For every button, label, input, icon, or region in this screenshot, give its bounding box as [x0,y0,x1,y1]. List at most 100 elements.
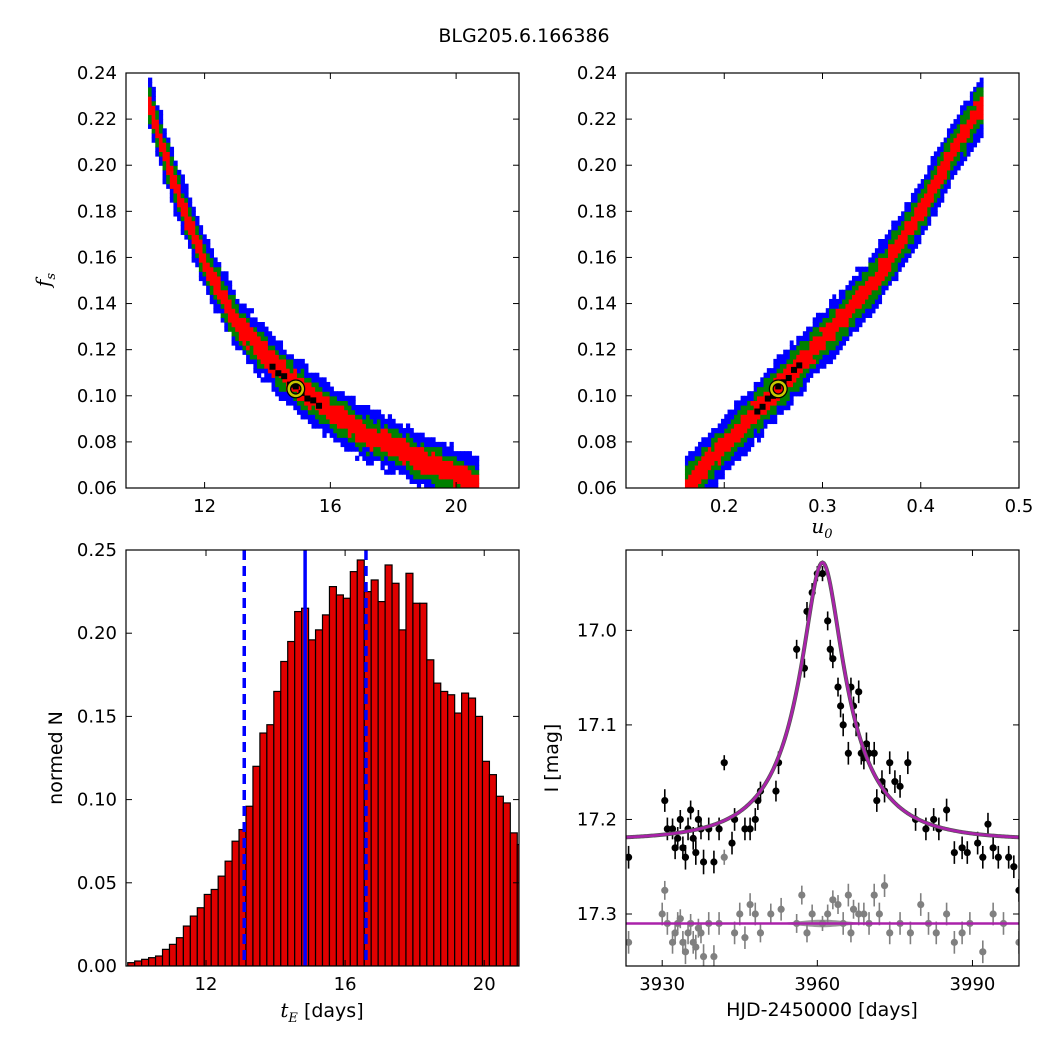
heatmap-cell-blue [979,132,984,139]
heatmap-cell-green [198,262,204,268]
heatmap-cell-green [727,451,732,457]
heatmap-cell-red [191,225,196,231]
heatmap-cell-red [779,386,784,392]
heatmap-cell-green [714,460,719,466]
heatmap-cell-green [202,243,207,249]
heatmap-cell-green [838,335,843,342]
heatmap-cell-green [933,169,938,176]
heatmap-cell-blue [940,197,945,203]
heatmap-cell-blue [698,446,702,452]
heatmap-cell-green [347,437,353,443]
heatmap-cell-red [848,312,853,318]
heatmap-cell-blue [148,123,153,129]
data-point [751,815,759,824]
heatmap-cell-blue [838,340,843,346]
residual-point [692,943,700,951]
heatmap-cell-red [688,478,693,484]
heatmap-cell-green [311,409,316,415]
heatmap-cell-green [884,275,889,282]
residual-point [681,948,690,956]
heatmap-cell-green [894,266,899,272]
heatmap-cell-blue [395,464,400,471]
x-tick-label: 12 [193,496,216,517]
heatmap-cell-red [822,345,827,351]
heatmap-cell-red [734,432,738,438]
heatmap-cell-blue [865,312,869,318]
heatmap-cell-blue [318,377,323,383]
heatmap-cell-red [734,428,738,434]
heatmap-cell-green [933,165,938,171]
heatmap-cell-blue [835,303,840,309]
heatmap-cell-red [806,363,810,369]
heatmap-cell-green [701,451,706,457]
heatmap-cell-red [737,423,742,429]
heatmap-cell-blue [960,160,964,166]
heatmap-cell-green [227,322,233,328]
heatmap-cell-blue [822,358,827,365]
residual-point [860,910,868,918]
heatmap-cell-red [217,289,222,295]
heatmap-cell-blue [698,451,702,457]
heatmap-cell-green [825,317,830,323]
heatmap-cell-red [445,464,451,471]
heatmap-cell-green [894,257,899,263]
heatmap-cell-blue [278,340,284,346]
heatmap-cell-red [467,469,472,475]
heatmap-cell-red [424,451,429,457]
heatmap-cell-blue [384,469,389,475]
heatmap-cell-red [684,478,689,484]
heatmap-cell-red [809,358,814,365]
heatmap-cell-black [785,374,792,381]
residual-point [626,938,633,946]
heatmap-cell-blue [398,423,403,429]
heatmap-cell-green [694,455,699,461]
heatmap-cell-green [376,418,382,425]
heatmap-cell-red [202,262,207,268]
heatmap-cell-blue [940,192,945,199]
heatmap-cell-blue [217,262,222,268]
heatmap-cell-green [435,478,440,484]
heatmap-cell-blue [724,464,729,471]
lightcurve-plot-area [626,560,1019,966]
heatmap-cell-red [246,335,251,342]
heatmap-cell-green [691,464,696,471]
heatmap-cell-red [224,298,229,305]
heatmap-cell-blue [979,123,984,129]
heatmap-cell-red [253,335,258,342]
heatmap-cell-blue [966,146,971,152]
heatmap-cell-blue [238,345,244,351]
heatmap-cell-green [946,137,951,143]
heatmap-cell-blue [209,298,215,305]
heatmap-cell-red [694,483,699,488]
heatmap-cell-green [933,197,938,203]
data-point [922,825,930,833]
heatmap-cell-red [326,400,331,406]
heatmap-cell-red [979,105,984,111]
heatmap-cell-red [409,451,414,457]
heatmap-cell-red [825,326,830,332]
heatmap-cell-green [760,386,765,392]
heatmap-cell-green [950,137,955,143]
heatmap-cell-blue [796,391,801,397]
heatmap-cell-blue [684,455,689,461]
heatmap-cell-red [966,123,971,129]
heatmap-cell-red [191,239,196,245]
heatmap-cell-red [416,451,422,457]
data-point [844,749,852,757]
heatmap-cell-red [878,257,883,263]
residual-point [886,929,894,937]
heatmap-cell-blue [409,428,414,434]
heatmap-cell-green [878,289,883,295]
heatmap-cell-red [966,119,971,125]
heatmap-cell-blue [845,335,850,342]
heatmap-cell-red [329,418,334,425]
heatmap-cell-green [355,441,360,448]
heatmap-cell-green [209,285,215,291]
heatmap-cell-blue [796,335,801,342]
heatmap-cell-green [180,192,185,199]
heatmap-cell-blue [249,317,254,323]
heatmap-cell-blue [724,423,729,429]
heatmap-cell-green [924,183,928,189]
heatmap-cell-red [206,266,211,272]
heatmap-cell-red [796,368,801,374]
